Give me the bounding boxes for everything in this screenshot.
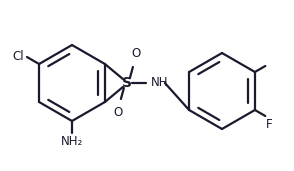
- Text: NH₂: NH₂: [61, 135, 83, 148]
- Text: Cl: Cl: [12, 49, 24, 62]
- Text: O: O: [131, 47, 141, 60]
- Text: NH: NH: [151, 76, 168, 89]
- Text: O: O: [113, 106, 123, 119]
- Text: F: F: [266, 118, 273, 131]
- Text: S: S: [122, 76, 132, 90]
